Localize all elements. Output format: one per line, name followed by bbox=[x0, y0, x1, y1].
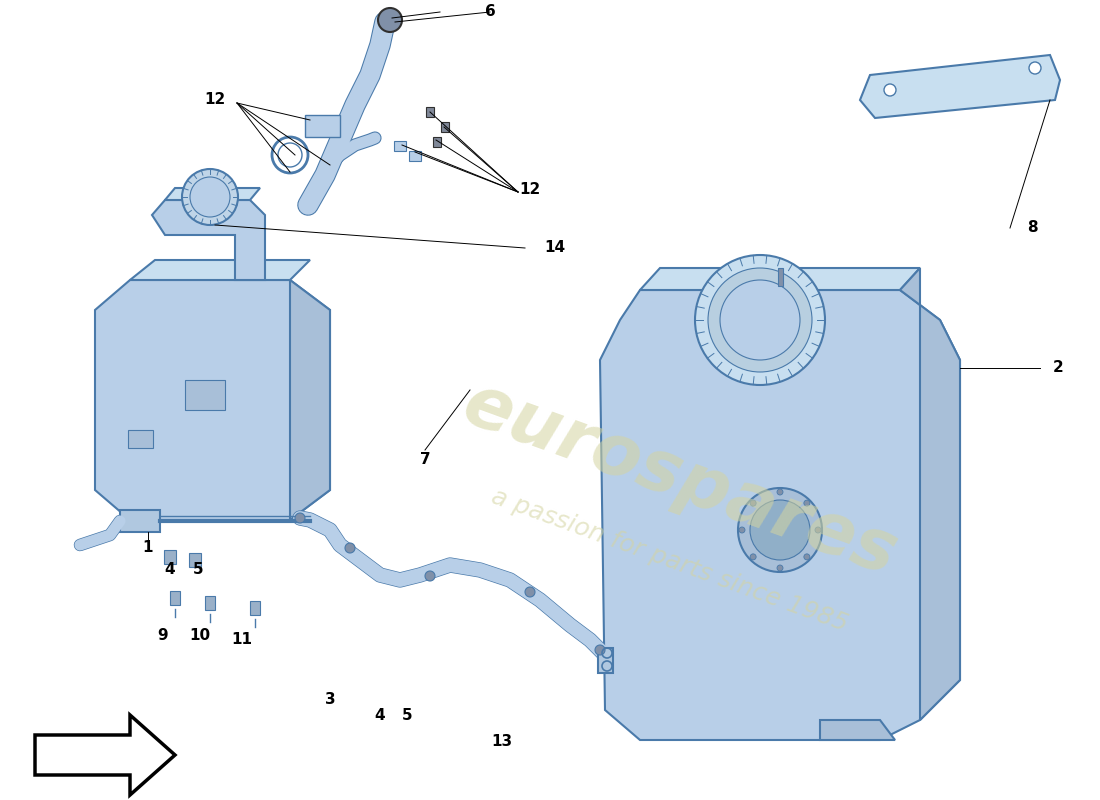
Circle shape bbox=[739, 527, 745, 533]
Polygon shape bbox=[130, 260, 310, 280]
Circle shape bbox=[738, 488, 822, 572]
Text: 3: 3 bbox=[324, 693, 336, 707]
Text: 5: 5 bbox=[192, 562, 204, 578]
Bar bbox=[426, 107, 434, 117]
Bar bbox=[189, 553, 201, 567]
Bar bbox=[305, 115, 340, 137]
Text: 12: 12 bbox=[205, 93, 225, 107]
Circle shape bbox=[804, 500, 810, 506]
Circle shape bbox=[525, 587, 535, 597]
Circle shape bbox=[1028, 62, 1041, 74]
Circle shape bbox=[777, 489, 783, 495]
Text: 8: 8 bbox=[1026, 221, 1037, 235]
Bar bbox=[441, 122, 449, 132]
Bar bbox=[170, 591, 180, 605]
Circle shape bbox=[295, 513, 305, 523]
Polygon shape bbox=[35, 715, 175, 795]
Text: 14: 14 bbox=[544, 241, 565, 255]
Bar bbox=[128, 430, 153, 448]
Bar bbox=[205, 596, 214, 610]
Bar bbox=[164, 550, 176, 564]
Circle shape bbox=[595, 645, 605, 655]
Polygon shape bbox=[900, 268, 960, 720]
Bar bbox=[120, 510, 160, 532]
Bar bbox=[250, 601, 260, 615]
Bar bbox=[433, 137, 441, 147]
Circle shape bbox=[345, 543, 355, 553]
Circle shape bbox=[884, 84, 896, 96]
Bar bbox=[778, 268, 783, 286]
Circle shape bbox=[378, 8, 402, 32]
Circle shape bbox=[777, 565, 783, 571]
Circle shape bbox=[750, 554, 756, 560]
Bar bbox=[394, 141, 406, 151]
Circle shape bbox=[425, 571, 435, 581]
Circle shape bbox=[815, 527, 821, 533]
Text: eurospares: eurospares bbox=[453, 370, 906, 590]
Circle shape bbox=[720, 280, 800, 360]
Circle shape bbox=[750, 500, 756, 506]
Circle shape bbox=[695, 255, 825, 385]
Text: 1: 1 bbox=[143, 541, 153, 555]
Circle shape bbox=[708, 268, 812, 372]
Bar bbox=[409, 151, 421, 161]
Text: 13: 13 bbox=[492, 734, 513, 750]
Polygon shape bbox=[165, 188, 260, 200]
Text: a passion for parts since 1985: a passion for parts since 1985 bbox=[488, 484, 851, 636]
Polygon shape bbox=[95, 280, 330, 520]
Circle shape bbox=[190, 177, 230, 217]
Text: 6: 6 bbox=[485, 5, 495, 19]
Circle shape bbox=[182, 169, 238, 225]
Text: 2: 2 bbox=[1053, 361, 1064, 375]
Polygon shape bbox=[290, 280, 330, 520]
Text: 9: 9 bbox=[157, 627, 168, 642]
Text: 4: 4 bbox=[375, 707, 385, 722]
Bar bbox=[185, 380, 226, 410]
Text: 11: 11 bbox=[231, 633, 253, 647]
Polygon shape bbox=[860, 55, 1060, 118]
Circle shape bbox=[804, 554, 810, 560]
Polygon shape bbox=[600, 290, 960, 740]
Polygon shape bbox=[820, 720, 895, 740]
Text: 5: 5 bbox=[402, 707, 412, 722]
Text: 4: 4 bbox=[165, 562, 175, 578]
Polygon shape bbox=[152, 200, 265, 280]
Text: 12: 12 bbox=[519, 182, 540, 198]
Circle shape bbox=[750, 500, 810, 560]
Text: 10: 10 bbox=[189, 627, 210, 642]
Polygon shape bbox=[640, 268, 920, 290]
Text: 7: 7 bbox=[420, 453, 430, 467]
Bar bbox=[598, 648, 613, 673]
